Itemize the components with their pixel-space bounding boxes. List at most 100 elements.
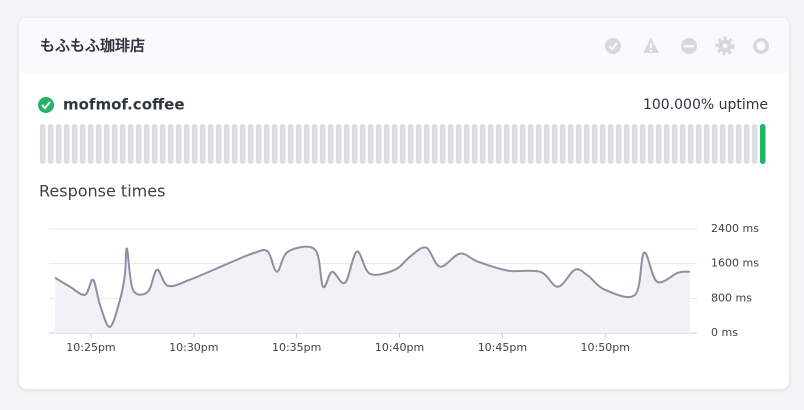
uptime-bar — [440, 124, 446, 164]
uptime-bar — [728, 124, 734, 164]
card-title: もふもふ珈琲店 — [40, 37, 145, 55]
uptime-bar — [672, 124, 678, 164]
uptime-bar — [464, 124, 470, 164]
uptime-bar — [216, 124, 222, 164]
uptime-bar — [680, 124, 686, 164]
uptime-bar — [744, 124, 750, 164]
x-tick-label: 10:30pm — [169, 341, 218, 354]
response-chart: 0 ms 800 ms 1600 ms 2400 ms 10:25pm 10:30pm 10… — [49, 222, 759, 354]
uptime-label: 100.000% uptime — [643, 97, 768, 113]
uptime-bar — [208, 124, 214, 164]
uptime-bar — [368, 124, 374, 164]
x-tick-label: 10:25pm — [66, 341, 115, 354]
uptime-bar — [520, 124, 526, 164]
uptime-bar — [56, 124, 62, 164]
circle-icon[interactable] — [753, 38, 769, 54]
uptime-bar — [168, 124, 174, 164]
uptime-bar — [248, 124, 254, 164]
x-tick-label: 10:50pm — [581, 341, 630, 354]
uptime-bar — [88, 124, 94, 164]
uptime-bar — [152, 124, 158, 164]
uptime-bar — [72, 124, 78, 164]
uptime-bar — [656, 124, 662, 164]
uptime-bar — [264, 124, 270, 164]
uptime-bar — [192, 124, 198, 164]
uptime-bar — [448, 124, 454, 164]
uptime-bar — [184, 124, 190, 164]
uptime-bar — [104, 124, 110, 164]
uptime-bar — [240, 124, 246, 164]
uptime-bar — [592, 124, 598, 164]
pause-icon[interactable] — [681, 38, 697, 54]
uptime-bar — [616, 124, 622, 164]
uptime-bar — [296, 124, 302, 164]
uptime-bar — [512, 124, 518, 164]
uptime-bar — [552, 124, 558, 164]
uptime-bar — [640, 124, 646, 164]
x-tick-label: 10:35pm — [272, 341, 321, 354]
response-area — [54, 246, 691, 333]
uptime-bar — [304, 124, 310, 164]
uptime-bar — [432, 124, 438, 164]
uptime-bar — [648, 124, 654, 164]
uptime-bar — [48, 124, 54, 164]
uptime-bar — [536, 124, 542, 164]
uptime-bar — [496, 124, 502, 164]
header-icons — [605, 36, 769, 56]
uptime-bar — [560, 124, 566, 164]
uptime-bar — [608, 124, 614, 164]
y-tick-label: 2400 ms — [711, 222, 759, 235]
uptime-bar — [416, 124, 422, 164]
card-header — [19, 18, 789, 73]
uptime-bar — [312, 124, 318, 164]
uptime-bar — [760, 124, 766, 164]
uptime-bar — [288, 124, 294, 164]
uptime-bar — [200, 124, 206, 164]
y-tick-label: 1600 ms — [711, 257, 759, 270]
uptime-bar — [632, 124, 638, 164]
uptime-bar — [224, 124, 230, 164]
uptime-bar — [712, 124, 718, 164]
uptime-bar — [384, 124, 390, 164]
uptime-bar — [568, 124, 574, 164]
uptime-bar — [400, 124, 406, 164]
monitor-name: mofmof.coffee — [63, 96, 185, 114]
uptime-bar — [176, 124, 182, 164]
x-tick-label: 10:40pm — [375, 341, 424, 354]
uptime-bar — [96, 124, 102, 164]
uptime-bar — [136, 124, 142, 164]
uptime-bar — [344, 124, 350, 164]
check-icon[interactable] — [605, 38, 621, 54]
uptime-bar — [600, 124, 606, 164]
x-tick-label: 10:45pm — [478, 341, 527, 354]
uptime-bar — [704, 124, 710, 164]
uptime-bar — [624, 124, 630, 164]
uptime-bar — [120, 124, 126, 164]
uptime-bar — [688, 124, 694, 164]
uptime-bar — [392, 124, 398, 164]
uptime-bar — [376, 124, 382, 164]
settings-icon[interactable] — [715, 36, 735, 56]
uptime-bar — [456, 124, 462, 164]
uptime-bar — [488, 124, 494, 164]
uptime-bar — [128, 124, 134, 164]
uptime-bar — [232, 124, 238, 164]
uptime-bar — [144, 124, 150, 164]
uptime-bar — [328, 124, 334, 164]
uptime-bar — [80, 124, 86, 164]
uptime-bar — [272, 124, 278, 164]
uptime-bars — [40, 124, 766, 164]
y-tick-label: 800 ms — [711, 291, 752, 304]
chart-title: Response times — [39, 182, 165, 201]
uptime-bar — [584, 124, 590, 164]
uptime-bar — [472, 124, 478, 164]
uptime-bar — [696, 124, 702, 164]
warning-icon[interactable] — [643, 38, 659, 53]
uptime-bar — [256, 124, 262, 164]
y-tick-label: 0 ms — [711, 326, 738, 339]
uptime-bar — [664, 124, 670, 164]
uptime-bar — [160, 124, 166, 164]
response-line — [54, 245, 691, 328]
uptime-bar — [64, 124, 70, 164]
